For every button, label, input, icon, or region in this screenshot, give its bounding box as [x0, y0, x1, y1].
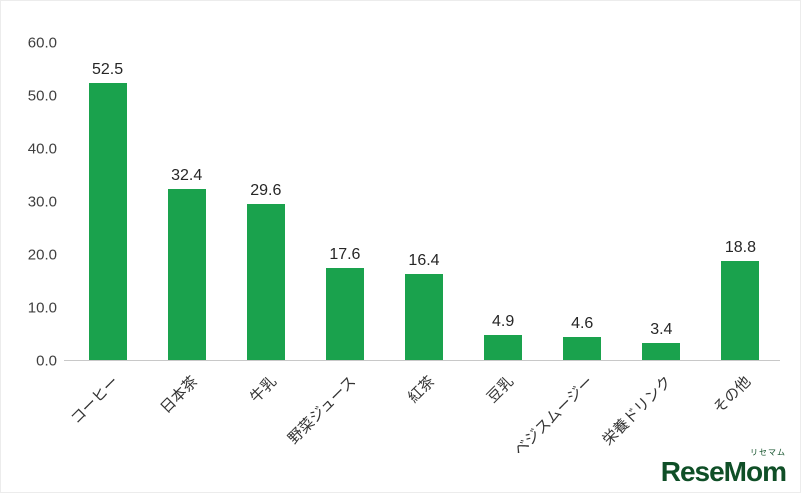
- x-tick-label: 日本茶: [156, 373, 201, 417]
- x-tick-label: 紅茶: [404, 373, 439, 407]
- bar-slot: 17.6: [305, 43, 384, 361]
- bar-slot: 16.4: [384, 43, 463, 361]
- y-tick-label: 10.0: [27, 299, 57, 317]
- x-tick-label: 豆乳: [484, 373, 518, 407]
- x-label-slot: コーヒー: [67, 361, 147, 471]
- bar-value-label: 32.4: [171, 167, 203, 185]
- resemom-logo: リセマム ReseMom: [660, 448, 787, 487]
- x-tick-label: コーヒー: [67, 373, 122, 428]
- bar-value-label: 4.6: [571, 314, 594, 332]
- bar: [246, 204, 285, 361]
- bar-value-label: 52.5: [91, 60, 124, 78]
- y-tick-label: 0.0: [36, 352, 57, 370]
- x-label-slot: 日本茶: [147, 361, 226, 471]
- x-axis-line: [64, 360, 780, 361]
- bar-value-label: 17.6: [329, 245, 361, 263]
- y-tick-label: 20.0: [27, 246, 57, 264]
- y-tick-label: 30.0: [27, 193, 57, 211]
- bar: [563, 336, 602, 361]
- bar-slot: 32.4: [147, 43, 226, 361]
- x-label-slot: ベジスムージー: [510, 361, 622, 471]
- x-label-slot: 野菜ジュース: [285, 361, 384, 471]
- bars-container: 52.5 32.4 29.6 17.6 16.4 4.9 4.6 3.4 18.8: [68, 43, 780, 361]
- bar-slot: 3.4: [622, 43, 701, 361]
- x-label-slot: 豆乳: [464, 361, 543, 471]
- bar-value-label: 18.8: [724, 239, 756, 257]
- bar-slot: 52.5: [68, 43, 147, 361]
- bar-value-label: 4.9: [491, 313, 515, 331]
- y-tick-label: 60.0: [27, 34, 57, 52]
- bar-value-label: 29.6: [250, 182, 282, 200]
- bar: [167, 189, 206, 361]
- bar-slot: 29.6: [226, 43, 305, 361]
- bar-slot: 18.8: [701, 43, 780, 361]
- plot-area: 0.0 10.0 20.0 30.0 40.0 50.0 60.0 52.5 32.4 29.6…: [28, 35, 780, 459]
- bar-slot: 4.9: [464, 43, 543, 361]
- logo-wordmark: ReseMom: [660, 456, 787, 487]
- bar-value-label: 3.4: [650, 320, 673, 338]
- logo-ruby-text: リセマム: [750, 448, 786, 457]
- bar: [484, 335, 523, 361]
- x-label-slot: 牛乳: [226, 361, 305, 471]
- y-tick-label: 50.0: [27, 87, 57, 105]
- bar: [721, 261, 760, 361]
- bar-value-label: 16.4: [408, 252, 440, 270]
- bar: [88, 82, 127, 361]
- x-tick-label: 牛乳: [246, 373, 280, 407]
- x-tick-label: その他: [710, 373, 755, 417]
- x-label-slot: 紅茶: [384, 361, 463, 471]
- bar-slot: 4.6: [543, 43, 622, 361]
- bar: [325, 267, 364, 361]
- bar: [405, 274, 443, 361]
- bar: [642, 342, 681, 361]
- y-axis: 0.0 10.0 20.0 30.0 40.0 50.0 60.0: [1, 35, 57, 370]
- y-tick-label: 40.0: [27, 140, 57, 158]
